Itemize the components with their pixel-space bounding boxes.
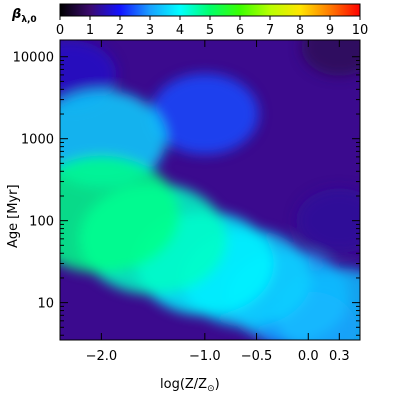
heatmap-blob (296, 188, 360, 253)
colorbar-label: βλ,0 (11, 7, 37, 25)
colorbar-tick-label: 7 (266, 23, 274, 38)
x-axis-label-sub: ⊙ (207, 384, 215, 394)
colorbar-tick-label: 5 (206, 23, 214, 38)
y-tick-label: 10 (37, 297, 54, 312)
y-axis-label-text: Age[Myr] (6, 184, 21, 248)
heatmap-field (60, 40, 360, 340)
colorbar-tick-label: 6 (236, 23, 244, 38)
colorbar-tick-label: 10 (352, 23, 369, 38)
x-tick-label: −1.0 (189, 349, 221, 364)
x-tick-label: −0.5 (241, 349, 273, 364)
y-tick-label: 100 (29, 215, 54, 230)
colorbar-tick-label: 0 (56, 23, 64, 38)
x-tick-label: 0.3 (329, 349, 350, 364)
heatmap-blob (60, 155, 180, 273)
heatmap-blob (301, 40, 360, 76)
y-axis-label-unit: Myr (6, 189, 21, 214)
heatmap-blob (150, 73, 259, 155)
colorbar-rect (59, 3, 361, 17)
y-axis-ticks: 10 100 1000 10000 (13, 51, 360, 336)
y-tick-label: 1000 (21, 133, 54, 148)
colorbar-label-sub: λ,0 (21, 15, 36, 25)
heatmap-plot-area (59, 39, 361, 341)
y-axis-label-main: Age (6, 223, 21, 248)
x-axis-label-end: ) (215, 377, 220, 392)
colorbar-tick-label: 4 (176, 23, 184, 38)
colorbar-ticks: 0 1 2 3 4 5 6 7 8 9 10 (56, 16, 368, 38)
colorbar-tick-label: 2 (116, 23, 124, 38)
colorbar-tick-label: 1 (86, 23, 94, 38)
y-axis-label: Age[Myr] (6, 184, 21, 248)
colorbar: 0 1 2 3 4 5 6 7 8 9 10 βλ,0 (11, 3, 368, 38)
x-axis-label: log(Z/Z⊙) (160, 377, 220, 394)
colorbar-label-main: β (11, 7, 21, 22)
x-tick-label: −2.0 (86, 349, 118, 364)
x-axis-label-main: log(Z/Z (160, 377, 207, 392)
colorbar-tick-label: 3 (146, 23, 154, 38)
colorbar-tick-label: 8 (296, 23, 304, 38)
plot-frame (59, 39, 361, 341)
x-tick-label: 0.0 (298, 349, 319, 364)
y-tick-label: 10000 (13, 51, 54, 66)
colorbar-tick-label: 9 (326, 23, 334, 38)
x-axis-ticks: −2.0 −1.0 −0.5 0.0 0.3 (86, 40, 350, 364)
